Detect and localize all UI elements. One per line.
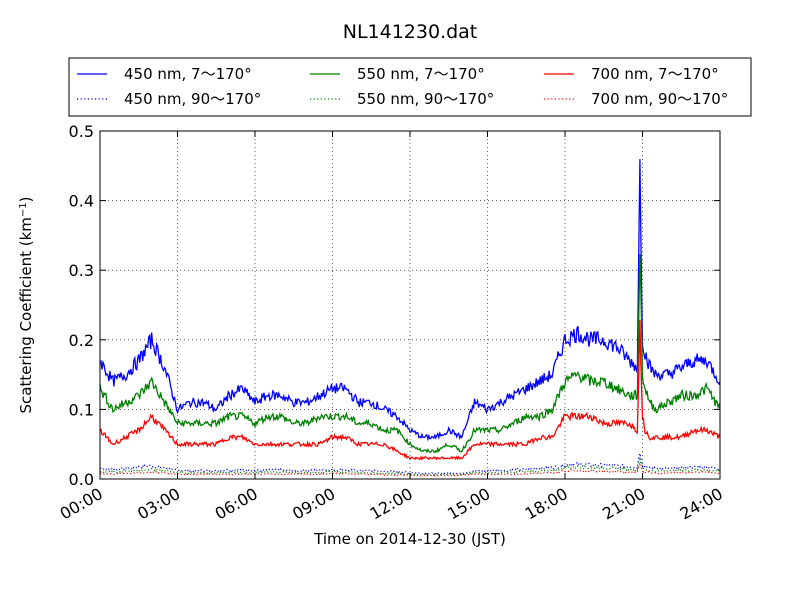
x-tick-label: 18:00 — [522, 484, 571, 524]
x-tick-label: 03:00 — [134, 484, 183, 524]
y-tick-label: 0.0 — [69, 470, 94, 489]
y-axis-label-sup: −1 — [18, 202, 29, 217]
legend-label: 700 nm, 7～170° — [591, 65, 719, 83]
x-axis-label: Time on 2014-12-30 (JST) — [313, 530, 506, 548]
x-tick-label: 21:00 — [599, 484, 648, 524]
series-line-0 — [99, 159, 721, 442]
x-tick-label: 00:00 — [57, 484, 106, 524]
legend: 450 nm, 7～170° 550 nm, 7～170° 700 nm, 7～17… — [68, 57, 752, 117]
y-tick-label: 0.4 — [69, 192, 94, 211]
y-tick-label: 0.2 — [69, 331, 94, 350]
y-axis-label-close: ) — [17, 196, 35, 202]
y-tick-label: 0.5 — [69, 122, 94, 141]
x-tick-label: 06:00 — [212, 484, 261, 524]
y-tick-label: 0.1 — [69, 400, 94, 419]
legend-label: 450 nm, 90～170° — [124, 90, 261, 108]
x-tick-label: 24:00 — [677, 484, 726, 524]
legend-label: 700 nm, 90～170° — [591, 90, 728, 108]
series-line-3 — [99, 453, 721, 475]
x-tick-label: 15:00 — [444, 484, 493, 524]
legend-box — [68, 57, 752, 117]
y-axis-label: Scattering Coefficient (km−1) — [17, 196, 35, 413]
legend-label: 450 nm, 7～170° — [124, 65, 252, 83]
legend-label: 550 nm, 90～170° — [357, 90, 494, 108]
y-axis-label-main: Scattering Coefficient (km — [17, 217, 35, 413]
plot-area: 00:00 03:00 06:00 09:00 12:00 15:00 18:00 21:00… — [57, 122, 726, 524]
legend-label: 550 nm, 7～170° — [357, 65, 485, 83]
series-line-5 — [99, 463, 721, 477]
x-tick-label: 09:00 — [289, 484, 338, 524]
series-line-2 — [99, 319, 721, 461]
x-tick-label: 12:00 — [367, 484, 416, 524]
y-tick-label: 0.3 — [69, 261, 94, 280]
series-line-1 — [99, 254, 721, 454]
chart-title: NL141230.dat — [343, 21, 478, 43]
